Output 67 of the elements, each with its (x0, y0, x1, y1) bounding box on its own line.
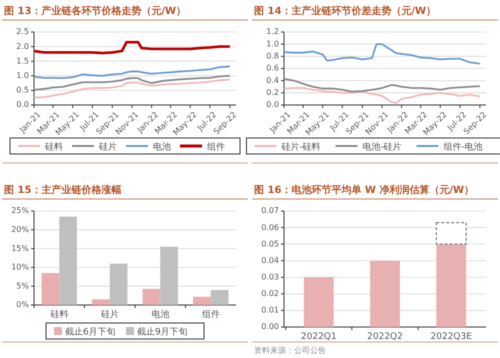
y-tick-label: 0.01 (261, 306, 279, 315)
chart-title: 图 15：主产业链价格涨幅 (4, 184, 122, 196)
y-tick-label: 1.0 (266, 39, 279, 48)
y-tick-label: 0.8 (266, 52, 279, 61)
y-tick-label: 1.5 (16, 56, 29, 66)
line-series (283, 87, 481, 104)
bar (370, 260, 400, 327)
y-tick-label: 0.00 (261, 322, 279, 332)
y-tick-label: 0% (16, 300, 30, 310)
y-tick-label: 0.07 (261, 206, 279, 216)
y-tick-label: 15% (11, 244, 30, 253)
legend-label: 截止6月下旬 (65, 326, 116, 338)
line-series (32, 40, 232, 54)
bar (436, 244, 466, 327)
y-tick-label: 10% (11, 262, 30, 272)
y-tick-label: 0.4 (266, 76, 279, 85)
y-tick-label: 5% (16, 281, 30, 290)
x-tick-label: 2022Q1 (300, 332, 337, 342)
y-tick-label: 0.2 (266, 88, 279, 98)
legend-label: 硅片-硅料 (280, 142, 321, 152)
line-series (283, 78, 481, 93)
chart-title: 图 16：电池环节平均单 W 净利润估算（元/W） (254, 184, 474, 196)
y-tick-label: 0.03 (261, 272, 279, 282)
bar (210, 290, 228, 305)
line-series (33, 66, 231, 80)
bar (193, 296, 211, 305)
bar (304, 277, 334, 327)
legend-label: 组件-电池 (444, 142, 483, 152)
legend-label: 组件 (207, 142, 225, 152)
bar (92, 299, 110, 305)
y-tick-label: 1.2 (266, 27, 279, 36)
y-tick-label: 0.05 (261, 239, 279, 248)
x-tick-label: 硅料 (49, 309, 68, 320)
y-tick-label: 1.0 (16, 70, 29, 80)
bar (436, 222, 467, 245)
chart-title: 图 13：产业链各环节价格走势（元/W） (4, 5, 186, 17)
bar (59, 216, 77, 305)
y-tick-label: 0.04 (261, 256, 279, 265)
legend-label: 截止9月下旬 (137, 326, 188, 338)
y-tick-label: 2.5 (16, 27, 29, 36)
line-series (33, 74, 231, 91)
line-series (33, 78, 231, 99)
legend-label: 硅料 (44, 142, 63, 152)
x-tick-label: 硅片 (100, 309, 119, 320)
legend-label: 电池 (153, 142, 171, 152)
y-tick-label: 0.02 (261, 289, 279, 298)
x-tick-label: 组件 (202, 309, 220, 320)
bar (160, 246, 178, 305)
legend-label: 电池-硅片 (362, 142, 402, 152)
y-tick-label: 25% (11, 206, 30, 216)
y-tick-label: 20% (11, 224, 30, 234)
x-tick-label: 2022Q3E (430, 332, 472, 342)
x-tick-label: 电池 (151, 309, 170, 320)
y-tick-label: 0.0 (16, 100, 29, 110)
bar (42, 273, 60, 305)
chart-title: 图 14：主产业链环节价差走势（元/W） (254, 5, 436, 17)
y-tick-label: 0.5 (16, 86, 29, 95)
bar (110, 264, 128, 305)
legend-label: 硅片 (98, 142, 117, 152)
y-tick-label: 0.06 (261, 222, 279, 232)
line-series (283, 43, 481, 65)
x-tick-label: 2022Q2 (367, 332, 403, 342)
y-tick-label: 0.0 (266, 100, 279, 110)
y-tick-label: 2.0 (16, 42, 29, 51)
bar (142, 288, 160, 305)
y-tick-label: 0.6 (266, 64, 279, 73)
text: 资料来源：公司公告 (254, 346, 326, 355)
